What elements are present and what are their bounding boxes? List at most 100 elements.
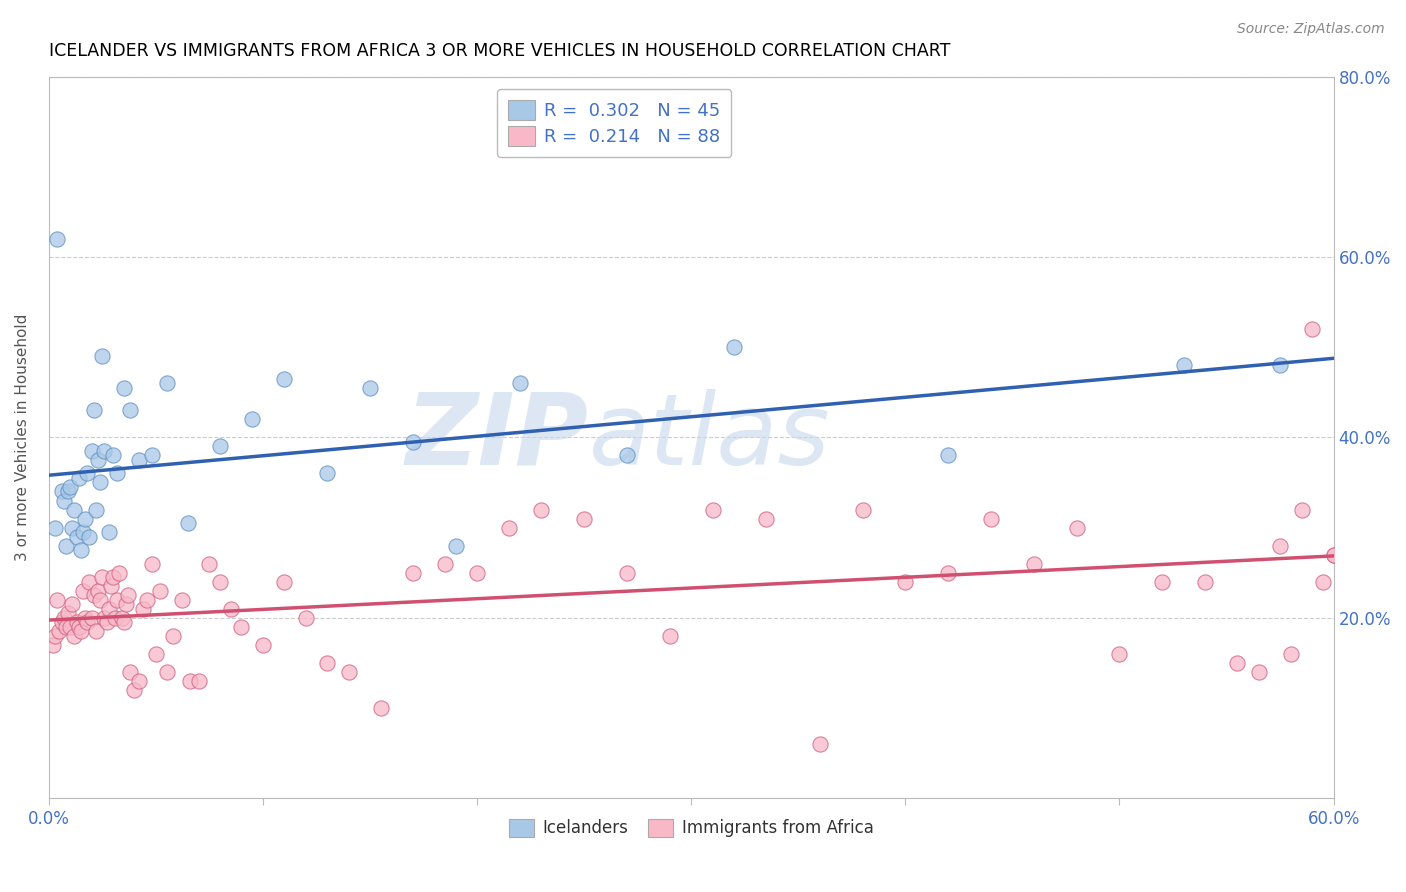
Point — [52, 611, 75, 625]
Point — [44, 520, 66, 534]
Point — [658, 629, 681, 643]
Point — [231, 620, 253, 634]
Point — [128, 673, 150, 688]
Point — [702, 502, 724, 516]
Point — [1268, 539, 1291, 553]
Point — [117, 588, 139, 602]
Point — [1108, 647, 1130, 661]
Point — [75, 611, 97, 625]
Point — [209, 574, 232, 589]
Point — [56, 484, 79, 499]
Point — [70, 543, 93, 558]
Point — [84, 502, 107, 516]
Point — [145, 647, 167, 661]
Point — [402, 566, 425, 580]
Point — [509, 376, 531, 391]
Point — [55, 539, 77, 553]
Point — [84, 624, 107, 639]
Point — [359, 381, 381, 395]
Point — [80, 443, 103, 458]
Point — [1323, 548, 1346, 562]
Point — [80, 611, 103, 625]
Point — [120, 665, 142, 679]
Point — [370, 701, 392, 715]
Point — [46, 592, 69, 607]
Point — [132, 601, 155, 615]
Point — [83, 403, 105, 417]
Point — [136, 592, 159, 607]
Y-axis label: 3 or more Vehicles in Household: 3 or more Vehicles in Household — [15, 314, 30, 561]
Point — [101, 570, 124, 584]
Point — [115, 597, 138, 611]
Point — [42, 638, 65, 652]
Point — [105, 467, 128, 481]
Point — [1312, 574, 1334, 589]
Point — [91, 349, 114, 363]
Point — [101, 449, 124, 463]
Point — [498, 520, 520, 534]
Point — [808, 737, 831, 751]
Point — [1279, 647, 1302, 661]
Text: atlas: atlas — [588, 389, 830, 486]
Point — [51, 484, 73, 499]
Point — [63, 629, 86, 643]
Point — [177, 516, 200, 530]
Point — [70, 624, 93, 639]
Point — [1173, 358, 1195, 372]
Point — [72, 583, 94, 598]
Point — [209, 439, 232, 453]
Point — [97, 601, 120, 615]
Point — [48, 624, 70, 639]
Point — [87, 583, 110, 598]
Point — [252, 638, 274, 652]
Point — [83, 588, 105, 602]
Point — [141, 557, 163, 571]
Point — [198, 557, 221, 571]
Point — [187, 673, 209, 688]
Point — [120, 403, 142, 417]
Point — [894, 574, 917, 589]
Point — [55, 620, 77, 634]
Point — [89, 475, 111, 490]
Text: Source: ZipAtlas.com: Source: ZipAtlas.com — [1237, 22, 1385, 37]
Point — [51, 615, 73, 630]
Legend: Icelanders, Immigrants from Africa: Icelanders, Immigrants from Africa — [502, 812, 880, 844]
Point — [75, 511, 97, 525]
Point — [1323, 548, 1346, 562]
Point — [149, 583, 172, 598]
Point — [316, 656, 339, 670]
Point — [104, 611, 127, 625]
Text: ZIP: ZIP — [405, 389, 588, 486]
Point — [1152, 574, 1174, 589]
Point — [59, 480, 82, 494]
Point — [79, 574, 101, 589]
Point — [1226, 656, 1249, 670]
Point — [59, 620, 82, 634]
Point — [1066, 520, 1088, 534]
Point — [124, 682, 146, 697]
Point — [402, 434, 425, 449]
Point — [72, 524, 94, 539]
Text: ICELANDER VS IMMIGRANTS FROM AFRICA 3 OR MORE VEHICLES IN HOUSEHOLD CORRELATION : ICELANDER VS IMMIGRANTS FROM AFRICA 3 OR… — [49, 42, 950, 60]
Point — [93, 611, 115, 625]
Point — [60, 597, 83, 611]
Point — [44, 629, 66, 643]
Point — [240, 412, 263, 426]
Point — [273, 574, 295, 589]
Point — [155, 376, 177, 391]
Point — [65, 615, 87, 630]
Point — [76, 467, 98, 481]
Point — [433, 557, 456, 571]
Point — [112, 615, 135, 630]
Point — [316, 467, 339, 481]
Point — [1194, 574, 1216, 589]
Point — [162, 629, 184, 643]
Point — [87, 453, 110, 467]
Point — [936, 449, 959, 463]
Point — [219, 601, 242, 615]
Point — [179, 673, 201, 688]
Point — [60, 520, 83, 534]
Point — [67, 471, 90, 485]
Point — [100, 579, 122, 593]
Point — [46, 232, 69, 246]
